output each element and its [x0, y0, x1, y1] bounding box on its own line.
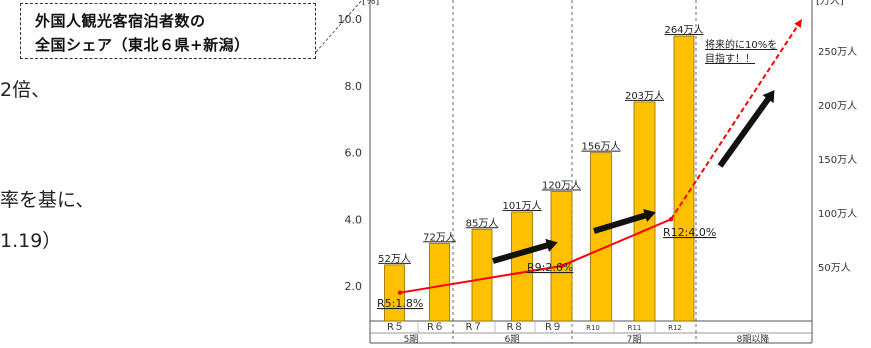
callout-line-1: 外国人観光客宿泊者数の: [35, 12, 206, 30]
share-point-label: R9:2.6%: [527, 261, 573, 274]
left-tick-label: 4.0: [345, 213, 363, 226]
category-label: R11: [628, 324, 642, 332]
bar-value-label: 72万人: [423, 231, 456, 243]
category-label: R12: [668, 324, 682, 332]
left-tick-label: 2.0: [345, 280, 363, 293]
left-axis-unit: [%]: [362, 0, 379, 7]
bar: [673, 35, 695, 322]
callout-line-2: 全国シェア（東北６県+新潟）: [35, 36, 250, 54]
trend-arrow-8: [717, 93, 774, 168]
share-callout-box: 外国人観光客宿泊者数の 全国シェア（東北６県+新潟）: [20, 3, 316, 59]
right-tick-label: 100万人: [818, 208, 857, 220]
right-tick-label: 250万人: [818, 46, 857, 58]
category-label: R７: [466, 322, 483, 333]
share-point-label: R12:4.0%: [663, 226, 716, 239]
share-point: [559, 263, 564, 269]
callout-leader-line: [315, 0, 363, 53]
body-text-line-1: 2倍、: [0, 79, 51, 101]
category-label: R10: [586, 324, 600, 332]
bar-value-label: 264万人: [664, 24, 703, 36]
bar-value-label: 203万人: [625, 90, 664, 102]
category-label: R５: [387, 322, 404, 333]
left-tick-label: 10.0: [338, 13, 363, 26]
period-label: 5期: [404, 334, 419, 345]
right-tick-label: 50万人: [818, 262, 851, 274]
left-tick-label: 6.0: [345, 147, 363, 160]
category-label: R８: [507, 322, 524, 333]
bar: [511, 211, 533, 322]
projection-note-line-2: 目指す！！: [705, 52, 755, 65]
trend-arrow-6: [492, 241, 553, 264]
bar: [471, 228, 493, 322]
bar-value-label: 120万人: [542, 179, 581, 191]
category-label: R６: [427, 322, 444, 333]
category-label: R９: [545, 322, 562, 333]
left-tick-label: 8.0: [345, 80, 363, 93]
projection-arrowhead: [794, 19, 802, 28]
trend-arrow-7-head: [643, 208, 656, 222]
period-label: 6期: [505, 334, 520, 345]
right-tick-label: 150万人: [818, 154, 857, 166]
bar: [550, 191, 573, 322]
bar-value-label: 101万人: [502, 200, 541, 212]
bar-value-label: 52万人: [378, 253, 411, 265]
trend-arrow-7: [593, 211, 651, 234]
bar-value-label: 85万人: [466, 217, 499, 229]
share-point-label: R5:1.8%: [377, 297, 423, 310]
period-label: 8期以降: [737, 333, 770, 345]
projection-note-line-1: 将来的に10%を: [705, 38, 777, 51]
trend-arrow-6-head: [545, 238, 558, 252]
bar-value-label: 156万人: [581, 141, 620, 153]
bar: [590, 152, 612, 322]
right-axis-unit: [万人]: [816, 0, 844, 7]
right-tick-label: 200万人: [818, 100, 857, 112]
body-text-line-3: 1.19）: [0, 230, 62, 252]
bar: [429, 242, 450, 322]
share-point: [397, 290, 403, 295]
trend-arrow-8-head: [762, 90, 775, 104]
body-text-line-2: 率を基に、: [0, 189, 95, 211]
period-label: 7期: [627, 334, 642, 345]
